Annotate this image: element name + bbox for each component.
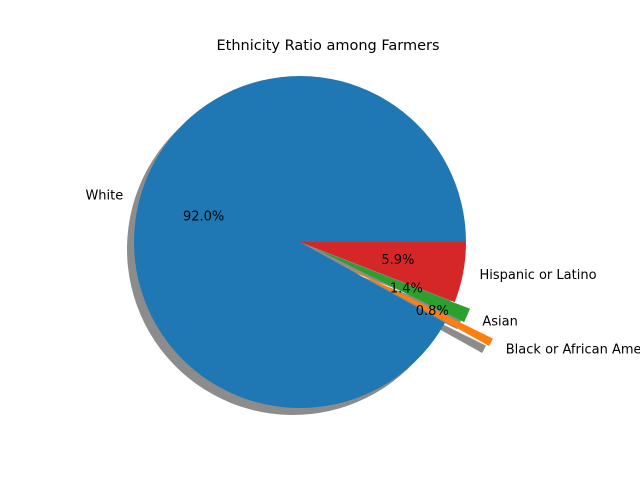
slice-label-hispanic-or-latino: Hispanic or Latino [479, 268, 596, 283]
pie-slice-asian [315, 248, 470, 323]
chart-title: Ethnicity Ratio among Farmers [216, 38, 439, 54]
slice-percent-black-or-african-american: 0.8% [416, 304, 449, 319]
pie-slice-hispanic-or-latino [300, 242, 466, 303]
label-layer: White 92.0% Black or African American 0.8% A… [85, 189, 640, 358]
slice-percent-white: 92.0% [183, 209, 224, 224]
slice-layer [134, 76, 493, 409]
slice-percent-asian: 1.4% [390, 281, 423, 296]
pie-slice-white [134, 76, 466, 409]
slice-label-asian: Asian [482, 315, 517, 330]
slice-label-black-or-african-american: Black or African American [506, 343, 640, 358]
pie-slice-black-or-african-american [344, 265, 493, 346]
slice-percent-hispanic-or-latino: 5.9% [381, 253, 414, 268]
slice-label-white: White [85, 189, 123, 204]
